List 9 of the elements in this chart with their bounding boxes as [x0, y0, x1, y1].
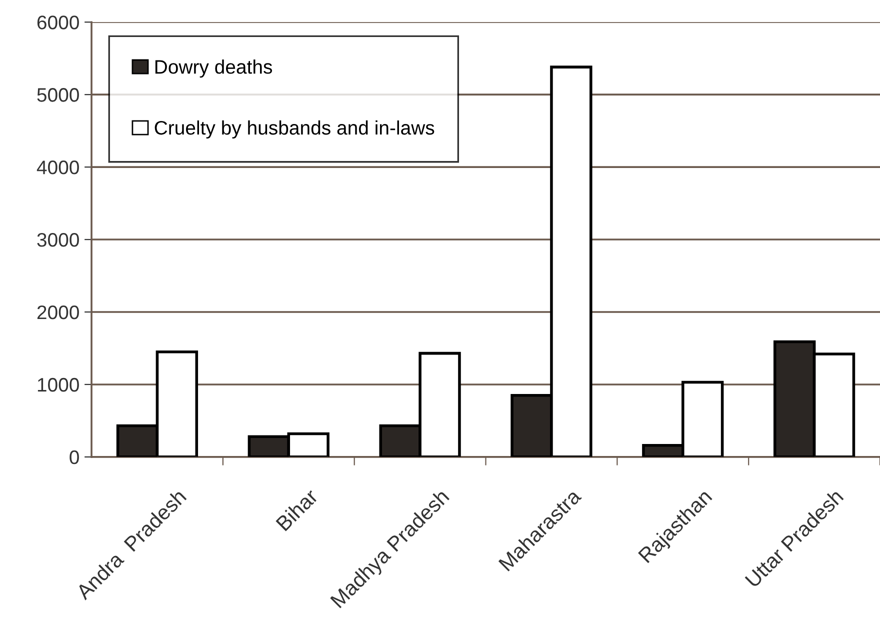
y-tick-label: 4000: [36, 160, 79, 174]
legend-label: Dowry deaths: [155, 60, 272, 78]
legend-label: Cruelty by husbands and in-laws: [154, 120, 434, 139]
y-tick-label: 0: [70, 450, 79, 464]
y-tick-label: 6000: [37, 16, 79, 30]
y-tick-label: 3000: [37, 232, 79, 247]
y-tick-label: 1000: [38, 378, 79, 392]
y-tick-label: 2000: [37, 305, 79, 320]
y-tick-label: 5000: [37, 88, 79, 102]
